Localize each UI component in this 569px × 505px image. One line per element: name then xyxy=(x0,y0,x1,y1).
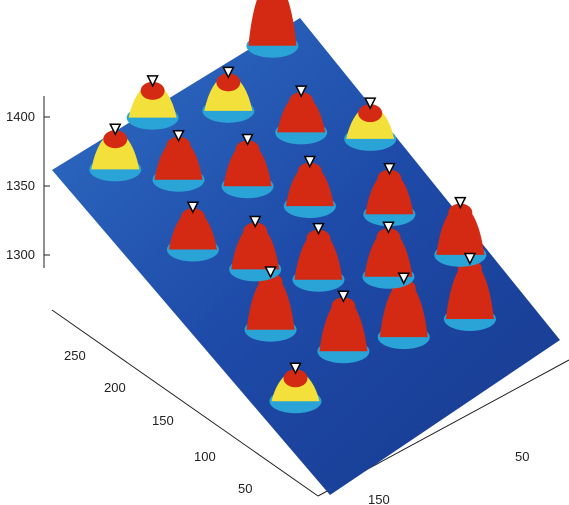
peak-marker xyxy=(363,97,377,110)
z-tick-label: 1300 xyxy=(6,247,35,262)
peak-marker xyxy=(222,66,235,80)
surface-peak xyxy=(363,168,416,227)
surface-peak xyxy=(275,91,328,145)
peak-marker xyxy=(383,162,396,176)
surface-peak xyxy=(292,228,345,292)
y-axis-ticks: 250 200 150 100 50 xyxy=(64,348,252,496)
peak-marker xyxy=(463,252,477,266)
surface-peak xyxy=(89,129,142,182)
peak-marker xyxy=(382,221,395,234)
surface-peak xyxy=(283,161,336,219)
surface-peak xyxy=(246,0,299,58)
surface-peak xyxy=(202,72,255,123)
y-axis-line xyxy=(51,309,319,497)
peak-marker xyxy=(289,362,302,375)
peak-marker xyxy=(186,201,200,214)
peak-marker xyxy=(248,215,262,229)
peak-marker xyxy=(294,85,308,98)
peak-marker xyxy=(397,272,410,285)
x-axis-ticks: 150 50 xyxy=(368,449,529,505)
surface-markers xyxy=(109,66,477,375)
y-tick-label: 150 xyxy=(152,413,174,428)
peak-marker xyxy=(312,222,325,236)
peak-marker xyxy=(454,196,467,210)
surface-peak xyxy=(166,207,219,262)
peak-marker xyxy=(241,133,254,147)
z-tick-label: 1350 xyxy=(6,178,35,193)
peak-marker xyxy=(109,123,122,136)
y-tick-label: 200 xyxy=(104,380,126,395)
surface-peak xyxy=(244,271,297,342)
x-tick-label: 150 xyxy=(368,492,390,505)
surface-peaks xyxy=(89,0,496,414)
peak-marker xyxy=(172,129,185,143)
peak-marker xyxy=(264,266,277,279)
surface-peak xyxy=(434,202,487,267)
peak-marker xyxy=(337,290,350,303)
surface-peak xyxy=(229,221,282,282)
surface-peak xyxy=(344,103,397,151)
y-tick-label: 100 xyxy=(194,449,216,464)
surface-peak xyxy=(362,227,415,289)
y-tick-label: 250 xyxy=(64,348,86,363)
peak-marker xyxy=(303,155,317,169)
surface-peak xyxy=(221,139,274,199)
z-axis-ticks: 1400 1350 1300 xyxy=(6,109,50,262)
y-tick-label: 50 xyxy=(238,481,252,496)
surface-peak xyxy=(126,80,179,130)
peak-marker xyxy=(146,75,159,88)
surface-peak xyxy=(443,258,496,332)
surface-peak xyxy=(317,296,370,364)
z-tick-label: 1400 xyxy=(6,109,35,124)
surface-peak xyxy=(152,135,205,192)
x-tick-label: 50 xyxy=(515,449,529,464)
surface-peak xyxy=(269,368,322,414)
